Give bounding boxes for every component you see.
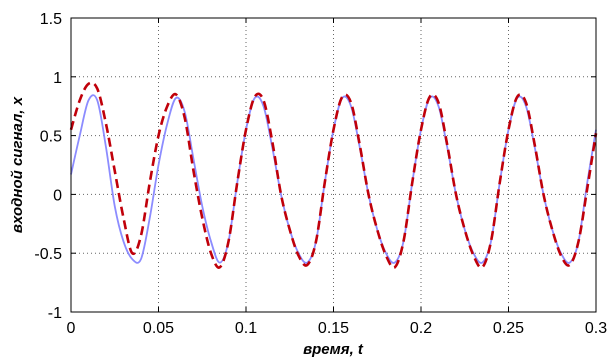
- y-tick-label: 0.5: [40, 129, 62, 146]
- x-tick-label: 0.1: [235, 320, 257, 337]
- grid-lines: [71, 18, 596, 312]
- x-tick-label: 0.15: [318, 320, 349, 337]
- tick-labels: 0 0.05 0.1 0.15 0.2 0.25 0.3 -1 -0.5 0 0.5 1 1.5: [34, 11, 607, 337]
- x-tick-label: 0: [67, 320, 76, 337]
- series-layer: [69, 81, 598, 270]
- y-tick-label: 1: [53, 70, 62, 87]
- x-axis-label: время, t: [303, 341, 364, 358]
- x-tick-label: 0.05: [143, 320, 174, 337]
- y-tick-label: 1.5: [40, 11, 62, 28]
- y-tick-label: -1: [48, 305, 62, 322]
- y-axis-label: входной сигнал, x: [9, 96, 26, 233]
- x-tick-label: 0.2: [410, 320, 432, 337]
- axis-ticks: [70, 17, 597, 313]
- y-tick-label: -0.5: [34, 246, 62, 263]
- series-line-dashed-red: [69, 81, 598, 270]
- x-tick-label: 0.25: [493, 320, 524, 337]
- x-tick-label: 0.3: [585, 320, 607, 337]
- y-tick-label: 0: [53, 187, 62, 204]
